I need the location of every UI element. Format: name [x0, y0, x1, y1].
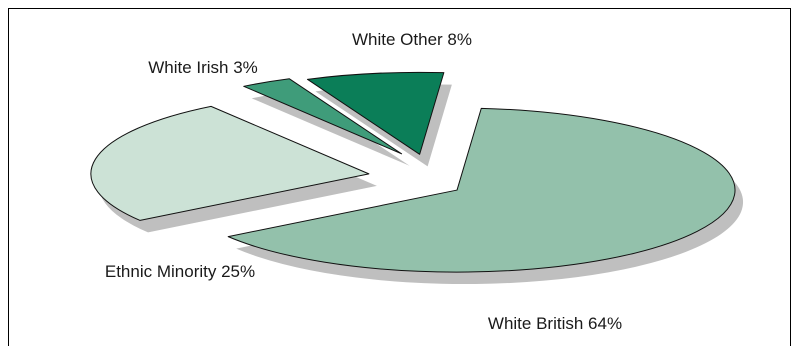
- pie-slice-white-other: [306, 71, 445, 155]
- chart-frame: [8, 8, 791, 346]
- pie-slice-ethnic-minority: [90, 105, 370, 221]
- pie-slice-white-irish: [243, 78, 403, 155]
- slice-label-white-irish: White Irish 3%: [148, 58, 258, 77]
- slice-shadow: [251, 90, 410, 166]
- slice-label-white-british: White British 64%: [488, 314, 622, 333]
- slice-label-white-other: White Other 8%: [352, 30, 472, 49]
- pie-slice-white-british: [227, 107, 736, 273]
- slice-label-ethnic-minority: Ethnic Minority 25%: [105, 262, 255, 281]
